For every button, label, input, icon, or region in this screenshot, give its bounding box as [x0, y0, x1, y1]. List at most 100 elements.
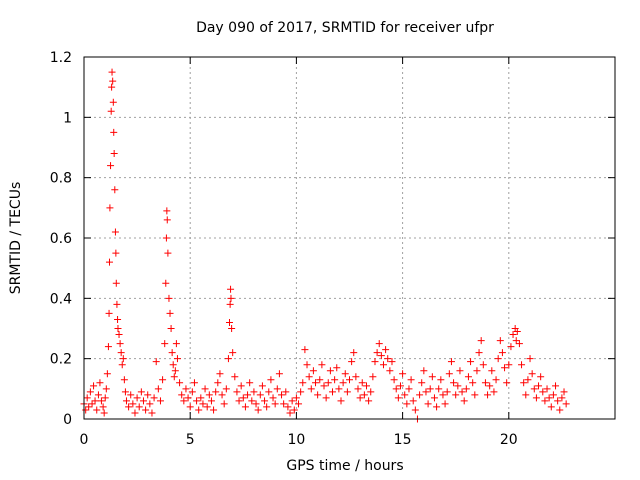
data-point: [333, 364, 341, 372]
data-point: [358, 379, 366, 387]
data-point: [94, 391, 102, 399]
data-point: [541, 397, 549, 405]
data-point: [503, 379, 511, 387]
data-point: [560, 388, 568, 396]
data-point: [85, 403, 93, 411]
data-point: [109, 98, 117, 106]
data-point: [520, 379, 528, 387]
data-point: [267, 376, 275, 384]
data-point: [226, 300, 234, 308]
axis-ticks: 0 0.2 0.4 0.6 0.8 1 1.2 0 5 10 15 20: [50, 50, 615, 448]
data-point: [558, 394, 566, 402]
grid: [84, 57, 615, 419]
data-point: [227, 294, 235, 302]
data-point: [288, 397, 296, 405]
data-point: [513, 328, 521, 336]
data-point: [301, 346, 309, 354]
y-tick-label: 0.8: [50, 171, 72, 187]
data-point: [518, 361, 526, 369]
data-point: [101, 394, 109, 402]
data-point: [350, 349, 358, 357]
data-point: [388, 358, 396, 366]
data-point: [488, 367, 496, 375]
data-point: [322, 394, 330, 402]
data-point: [479, 361, 487, 369]
data-point: [447, 358, 455, 366]
data-point: [112, 279, 120, 287]
y-tick-label: 0.2: [50, 352, 72, 368]
data-point: [168, 349, 176, 357]
data-point: [496, 337, 504, 345]
data-point: [456, 367, 464, 375]
y-tick-label: 1: [63, 110, 72, 126]
x-tick-label: 5: [186, 432, 195, 448]
data-point: [135, 403, 143, 411]
data-point: [235, 397, 243, 405]
data-point: [100, 409, 108, 417]
data-point: [107, 162, 115, 170]
data-point: [452, 391, 460, 399]
data-point: [115, 331, 123, 339]
data-point: [96, 379, 104, 387]
data-point: [227, 285, 235, 293]
data-point: [111, 186, 119, 194]
data-point: [320, 382, 328, 390]
data-point: [471, 391, 479, 399]
data-point: [365, 397, 373, 405]
data-point: [403, 400, 411, 408]
data-point: [475, 349, 483, 357]
data-point: [314, 391, 322, 399]
data-point: [362, 382, 370, 390]
data-point: [162, 279, 170, 287]
data-point: [422, 388, 430, 396]
data-point: [486, 382, 494, 390]
data-point: [428, 373, 436, 381]
data-point: [159, 376, 167, 384]
data-point: [161, 340, 169, 348]
data-point: [392, 385, 400, 393]
data-point: [454, 382, 462, 390]
data-point: [199, 400, 207, 408]
data-point: [526, 355, 534, 363]
data-point: [498, 349, 506, 357]
data-point: [348, 358, 356, 366]
data-point: [443, 388, 451, 396]
data-point: [297, 388, 305, 396]
data-point: [214, 379, 222, 387]
data-point: [178, 391, 186, 399]
data-point: [528, 370, 536, 378]
data-point: [324, 379, 332, 387]
data-point: [220, 400, 228, 408]
data-point: [469, 379, 477, 387]
data-point: [437, 376, 445, 384]
x-axis-label: GPS time / hours: [286, 458, 403, 474]
data-point: [554, 397, 562, 405]
data-point: [142, 406, 150, 414]
data-point: [545, 394, 553, 402]
data-point: [337, 397, 345, 405]
data-point: [556, 406, 564, 414]
data-point: [163, 216, 171, 224]
data-point: [180, 397, 188, 405]
data-point: [108, 83, 116, 91]
data-point: [193, 397, 201, 405]
data-point: [112, 249, 120, 257]
data-points: [80, 68, 570, 423]
data-point: [371, 358, 379, 366]
data-point: [343, 388, 351, 396]
data-point: [331, 376, 339, 384]
data-point: [111, 228, 119, 236]
data-point: [278, 391, 286, 399]
data-point: [409, 397, 417, 405]
data-point: [188, 388, 196, 396]
data-point: [119, 355, 127, 363]
data-point: [117, 349, 125, 357]
data-point: [258, 382, 266, 390]
data-point: [154, 385, 162, 393]
data-point: [382, 346, 390, 354]
data-point: [543, 385, 551, 393]
data-point: [426, 385, 434, 393]
data-point: [305, 373, 313, 381]
data-point: [164, 249, 172, 257]
